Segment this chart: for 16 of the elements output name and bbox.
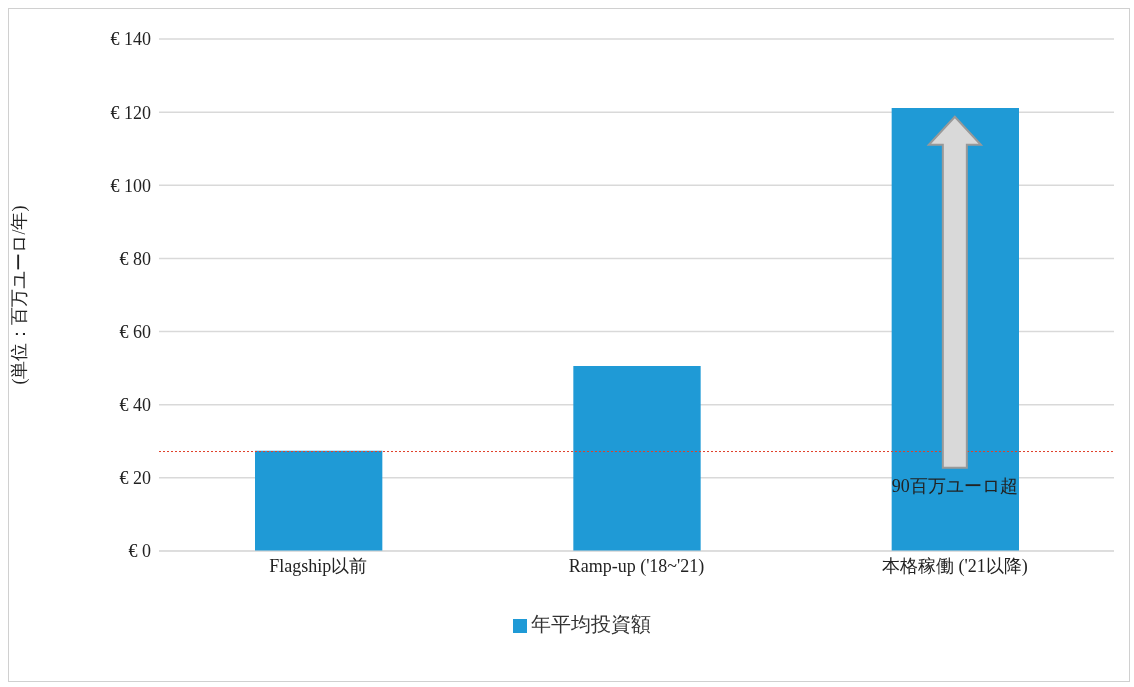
y-tick-label: € 40 (119, 395, 151, 416)
legend-label: 年平均投資額 (530, 613, 651, 635)
y-tick-label: € 120 (110, 102, 151, 123)
annotation: 90百万ユーロ超 (891, 475, 1018, 496)
y-tick-label: € 20 (119, 468, 151, 489)
x-tick-label: Flagship以前 (269, 555, 368, 576)
y-tick-label: € 60 (119, 321, 151, 342)
y-tick-label: € 0 (128, 541, 151, 562)
y-tick-label: € 140 (110, 29, 151, 50)
x-tick-label: 本格稼働 ('21以降) (881, 555, 1028, 577)
y-tick-label: € 100 (110, 175, 151, 196)
x-tick-label: Ramp-up ('18~'21) (568, 555, 705, 577)
bar (255, 450, 383, 551)
y-axis-title: (単位：百万ユーロ/年) (9, 205, 31, 385)
bar (573, 365, 701, 551)
y-tick-label: € 80 (119, 248, 151, 269)
